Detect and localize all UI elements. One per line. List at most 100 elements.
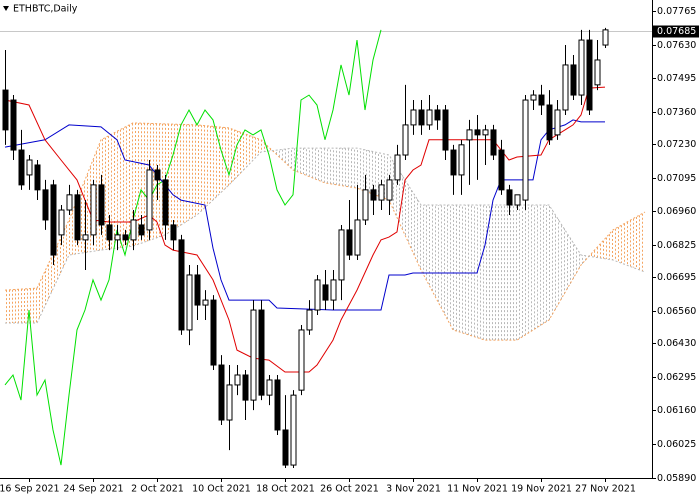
candle-body <box>186 274 193 331</box>
candle-body <box>82 234 89 241</box>
candle-body <box>482 129 489 136</box>
candle-body <box>18 149 25 186</box>
candle-body <box>426 109 433 126</box>
y-tick-label: 0.05890 <box>657 473 696 484</box>
candle-body <box>362 189 369 221</box>
candle-body <box>242 374 249 401</box>
cloud-hatch-down <box>549 205 580 320</box>
candle-body <box>202 299 209 306</box>
candle-body <box>114 234 121 241</box>
y-tick-label: 0.06160 <box>657 405 696 416</box>
cloud-span-b <box>5 147 646 324</box>
indicator-line <box>4 29 382 466</box>
cloud-hatch-down <box>390 156 421 268</box>
candle-body <box>466 129 473 141</box>
cloud-span-a <box>4 122 646 341</box>
cloud-hatch-up <box>165 123 196 235</box>
candle-body <box>602 29 609 46</box>
x-tick-label: 26 Oct 2021 <box>320 484 379 495</box>
candle-body <box>154 169 161 181</box>
candle-body <box>554 109 561 136</box>
cloud-hatch-down <box>519 205 547 339</box>
x-tick-label: 27 Nov 2021 <box>575 484 636 495</box>
y-tick-label: 0.07630 <box>657 40 696 51</box>
candle-body <box>122 234 129 241</box>
cloud-hatch-up <box>261 139 271 152</box>
x-tick-label: 18 Oct 2021 <box>256 484 315 495</box>
cloud-hatch-up <box>615 213 643 271</box>
candle-body <box>538 94 545 106</box>
candle-body <box>402 124 409 156</box>
cloud-hatch-up <box>6 288 37 323</box>
candle-body <box>210 299 217 366</box>
y-tick-label: 0.07230 <box>657 139 696 150</box>
candle-body <box>218 364 225 421</box>
candle-body <box>250 309 257 401</box>
y-tick-label: 0.06960 <box>657 206 696 217</box>
candle-body <box>74 194 81 241</box>
y-tick-label: 0.06695 <box>657 272 696 283</box>
candle-body <box>506 189 513 206</box>
cloud-hatch-down <box>423 205 451 325</box>
candle-body <box>282 429 289 466</box>
candle-body <box>386 179 393 201</box>
candle-body <box>450 149 457 176</box>
candle-body <box>562 64 569 111</box>
candle-body <box>314 279 321 311</box>
last-price-label: 0.07685 <box>657 26 696 37</box>
candle-body <box>514 194 521 206</box>
candle-body <box>258 309 265 396</box>
cloud-hatch-up <box>591 231 613 260</box>
candle-body <box>298 329 305 391</box>
candle-body <box>594 59 601 86</box>
candle-body <box>418 109 425 126</box>
candle-body <box>58 209 65 236</box>
y-tick-label: 0.06295 <box>657 372 696 383</box>
candle-body <box>26 159 33 176</box>
candle-body <box>354 219 361 256</box>
candle-body <box>170 224 177 241</box>
y-tick-label: 0.07765 <box>657 6 696 17</box>
candle-body <box>346 229 353 256</box>
candle-body <box>322 284 329 301</box>
cloud-hatch-up <box>102 123 133 250</box>
y-tick-label: 0.07360 <box>657 107 696 118</box>
y-tick-label: 0.06025 <box>657 439 696 450</box>
candle-body <box>138 224 145 236</box>
y-tick-label: 0.07495 <box>657 73 696 84</box>
y-tick-label: 0.07095 <box>657 173 696 184</box>
candle-body <box>306 309 313 331</box>
x-tick-label: 19 Nov 2021 <box>511 484 572 495</box>
candle-body <box>2 89 9 131</box>
last-price-badge <box>653 25 699 38</box>
candle-body <box>394 154 401 181</box>
candle-body <box>178 239 185 331</box>
symbol-menu-icon[interactable] <box>3 6 9 11</box>
y-tick-label: 0.06430 <box>657 338 696 349</box>
candle-body <box>522 99 529 201</box>
candle-body <box>130 219 137 241</box>
chart-title: ETHBTC,Daily <box>13 4 78 15</box>
candle-body <box>226 384 233 421</box>
candle-body <box>194 274 201 306</box>
candle-body <box>546 104 553 141</box>
candle-body <box>530 94 537 101</box>
candle-body <box>50 184 57 256</box>
candle-body <box>442 109 449 151</box>
y-tick-label: 0.06560 <box>657 306 696 317</box>
x-tick-label: 3 Nov 2021 <box>386 484 441 495</box>
candle-body <box>34 164 41 191</box>
candle-body <box>570 64 577 96</box>
cloud-hatch-down <box>327 148 355 188</box>
cloud-hatch-up <box>198 125 229 214</box>
candle-body <box>106 224 113 241</box>
candle-body <box>90 184 97 236</box>
candle-body <box>162 179 169 226</box>
candle-body <box>266 379 273 396</box>
candle-body <box>274 379 281 431</box>
candle-body <box>474 129 481 136</box>
candle-body <box>578 39 585 96</box>
x-tick-label: 16 Sep 2021 <box>0 484 60 495</box>
